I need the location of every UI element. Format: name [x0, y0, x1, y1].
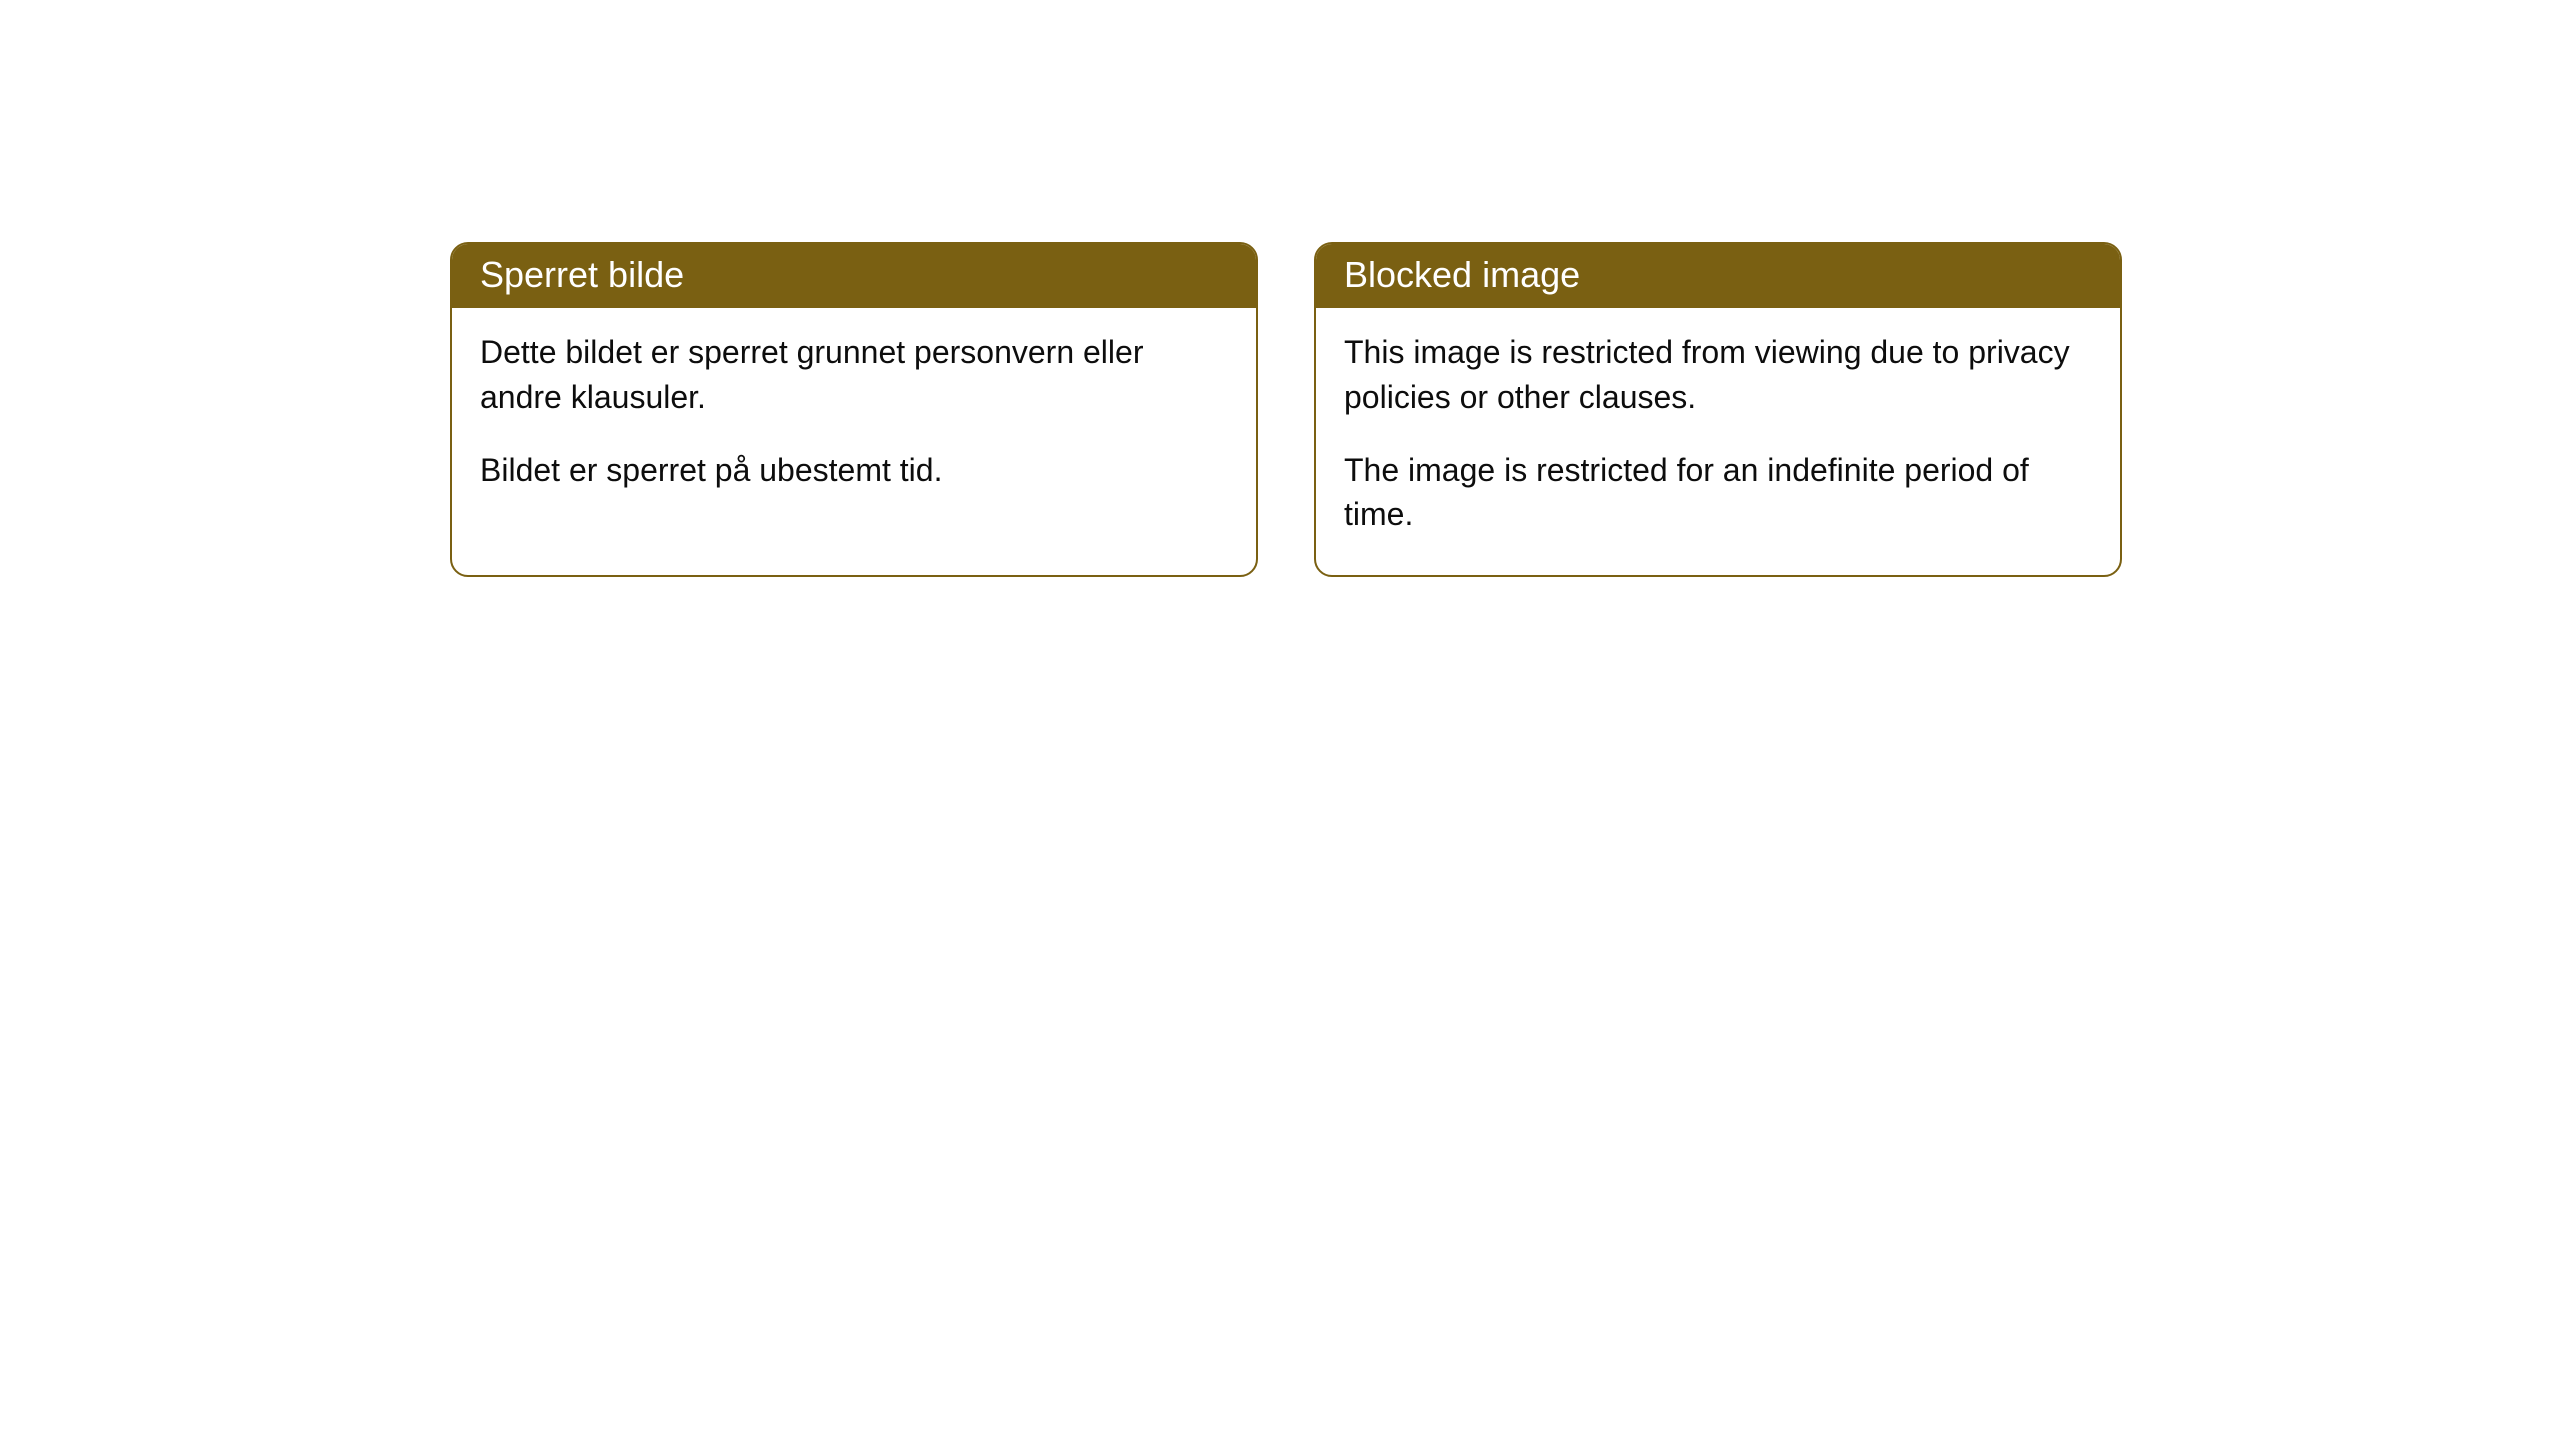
notice-text-line1: This image is restricted from viewing du…: [1344, 330, 2092, 420]
notice-body-english: This image is restricted from viewing du…: [1316, 308, 2120, 575]
notice-text-line2: Bildet er sperret på ubestemt tid.: [480, 448, 1228, 493]
notice-card-norwegian: Sperret bilde Dette bildet er sperret gr…: [450, 242, 1258, 577]
notice-body-norwegian: Dette bildet er sperret grunnet personve…: [452, 308, 1256, 530]
notice-card-english: Blocked image This image is restricted f…: [1314, 242, 2122, 577]
notice-header-english: Blocked image: [1316, 244, 2120, 308]
notice-cards-container: Sperret bilde Dette bildet er sperret gr…: [450, 242, 2122, 577]
notice-header-norwegian: Sperret bilde: [452, 244, 1256, 308]
notice-text-line2: The image is restricted for an indefinit…: [1344, 448, 2092, 538]
notice-text-line1: Dette bildet er sperret grunnet personve…: [480, 330, 1228, 420]
